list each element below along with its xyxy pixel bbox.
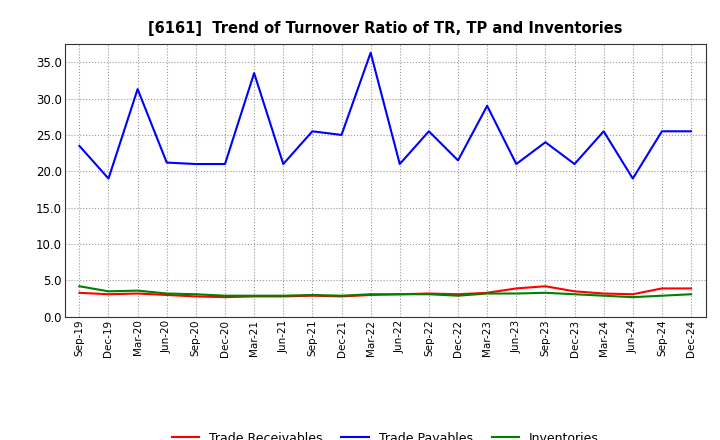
Legend: Trade Receivables, Trade Payables, Inventories: Trade Receivables, Trade Payables, Inven… [166,427,604,440]
Inventories [250,293,258,298]
Trade Receivables [75,290,84,295]
Trade Payables [163,160,171,165]
Trade Payables [308,128,317,134]
Inventories [425,292,433,297]
Trade Payables [279,161,287,167]
Inventories [512,291,521,296]
Inventories [133,288,142,293]
Trade Payables [657,128,666,134]
Trade Receivables [512,286,521,291]
Title: [6161]  Trend of Turnover Ratio of TR, TP and Inventories: [6161] Trend of Turnover Ratio of TR, TP… [148,21,623,36]
Trade Payables [337,132,346,138]
Trade Receivables [366,292,375,297]
Trade Payables [192,161,200,167]
Trade Receivables [395,292,404,297]
Trade Payables [104,176,113,181]
Trade Receivables [104,292,113,297]
Trade Receivables [192,294,200,299]
Line: Inventories: Inventories [79,286,691,297]
Trade Payables [687,128,696,134]
Trade Payables [512,161,521,167]
Trade Payables [75,143,84,148]
Trade Payables [425,128,433,134]
Trade Payables [220,161,229,167]
Inventories [220,293,229,298]
Trade Receivables [337,294,346,299]
Trade Receivables [220,294,229,300]
Inventories [599,293,608,298]
Trade Receivables [687,286,696,291]
Trade Payables [395,161,404,167]
Inventories [395,292,404,297]
Trade Receivables [570,289,579,294]
Trade Receivables [657,286,666,291]
Trade Receivables [599,291,608,296]
Trade Receivables [133,291,142,296]
Inventories [483,291,492,296]
Inventories [308,292,317,297]
Inventories [366,292,375,297]
Inventories [104,289,113,294]
Inventories [454,293,462,298]
Trade Receivables [454,292,462,297]
Trade Receivables [541,284,550,289]
Inventories [192,292,200,297]
Trade Payables [541,139,550,145]
Inventories [163,291,171,296]
Trade Receivables [163,292,171,297]
Line: Trade Receivables: Trade Receivables [79,286,691,297]
Line: Trade Payables: Trade Payables [79,53,691,179]
Trade Payables [570,161,579,167]
Trade Receivables [425,291,433,296]
Trade Payables [250,70,258,76]
Inventories [337,293,346,298]
Inventories [687,292,696,297]
Inventories [541,290,550,295]
Trade Payables [366,50,375,55]
Trade Payables [599,128,608,134]
Trade Receivables [629,292,637,297]
Trade Payables [133,87,142,92]
Trade Payables [454,158,462,163]
Trade Payables [483,103,492,109]
Inventories [279,293,287,298]
Trade Payables [629,176,637,181]
Inventories [570,292,579,297]
Inventories [629,294,637,300]
Trade Receivables [279,294,287,299]
Inventories [75,284,84,289]
Trade Receivables [483,290,492,295]
Inventories [657,293,666,298]
Trade Receivables [308,293,317,298]
Trade Receivables [250,294,258,299]
